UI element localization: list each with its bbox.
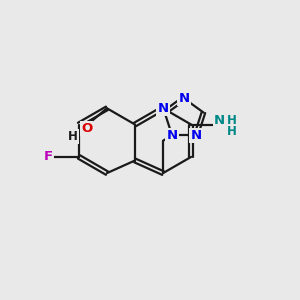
Text: N: N (190, 129, 202, 142)
Text: N: N (214, 114, 225, 128)
Text: N: N (167, 129, 178, 142)
Text: N: N (158, 102, 169, 115)
Text: F: F (44, 150, 53, 164)
Text: H: H (227, 124, 237, 138)
Text: O: O (81, 122, 92, 135)
Text: H: H (227, 114, 237, 128)
Text: N: N (178, 92, 190, 105)
Text: H: H (68, 130, 78, 143)
